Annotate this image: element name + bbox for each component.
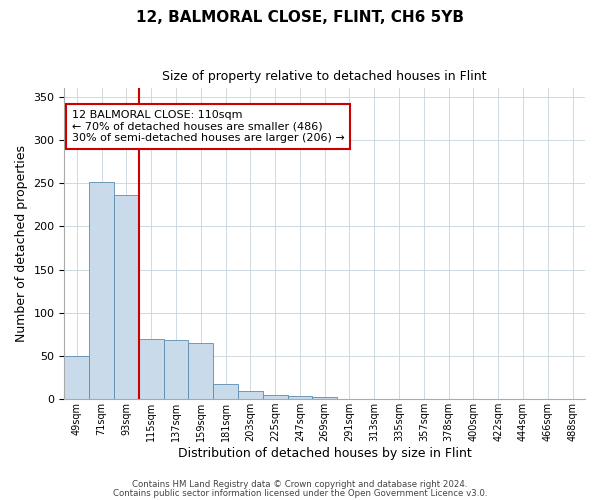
Bar bbox=[313, 396, 337, 399]
Text: 12 BALMORAL CLOSE: 110sqm
← 70% of detached houses are smaller (486)
30% of semi: 12 BALMORAL CLOSE: 110sqm ← 70% of detac… bbox=[72, 110, 344, 143]
Title: Size of property relative to detached houses in Flint: Size of property relative to detached ho… bbox=[163, 70, 487, 83]
Bar bbox=[139, 338, 164, 399]
Bar bbox=[213, 384, 238, 399]
Bar bbox=[89, 182, 114, 399]
Y-axis label: Number of detached properties: Number of detached properties bbox=[15, 145, 28, 342]
Bar bbox=[263, 395, 287, 399]
Text: Contains HM Land Registry data © Crown copyright and database right 2024.: Contains HM Land Registry data © Crown c… bbox=[132, 480, 468, 489]
Bar bbox=[164, 340, 188, 399]
X-axis label: Distribution of detached houses by size in Flint: Distribution of detached houses by size … bbox=[178, 447, 472, 460]
Bar bbox=[114, 194, 139, 399]
Bar bbox=[238, 392, 263, 399]
Text: Contains public sector information licensed under the Open Government Licence v3: Contains public sector information licen… bbox=[113, 488, 487, 498]
Bar bbox=[64, 356, 89, 399]
Bar bbox=[287, 396, 313, 399]
Bar bbox=[188, 343, 213, 399]
Text: 12, BALMORAL CLOSE, FLINT, CH6 5YB: 12, BALMORAL CLOSE, FLINT, CH6 5YB bbox=[136, 10, 464, 25]
